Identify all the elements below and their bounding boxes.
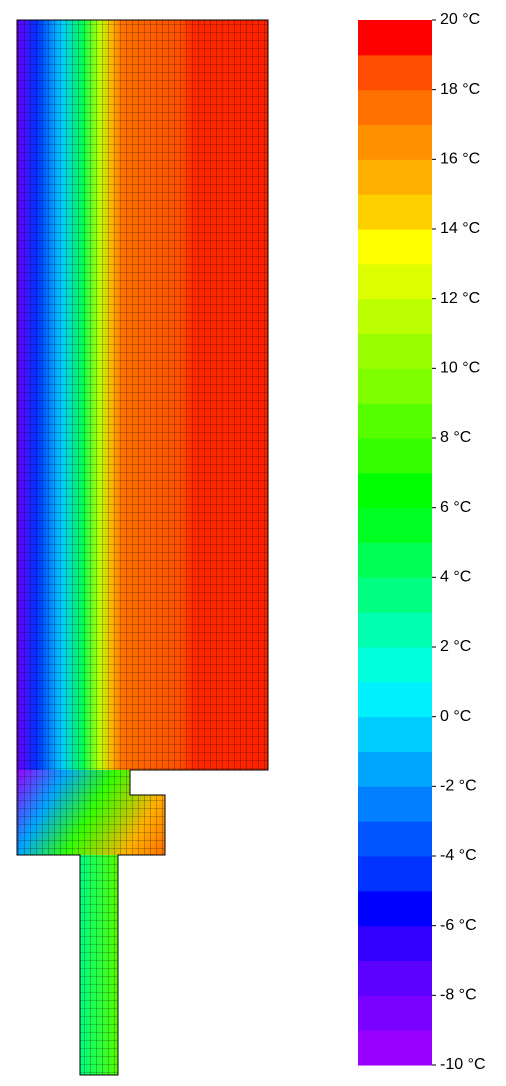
colorbar-band [358,681,432,718]
colorbar-tick-label: 20 °C [440,11,480,28]
colorbar-band [358,124,432,160]
colorbar-tick-label: 2 °C [440,638,471,655]
colorbar-band [358,925,432,961]
colorbar-tick-label: 0 °C [440,708,471,725]
colorbar-band [358,786,432,822]
colorbar-band [358,54,432,91]
colorbar-tick-label: 16 °C [440,151,480,168]
colorbar-tick-label: 18 °C [440,81,480,98]
colorbar-tick-label: 6 °C [440,499,471,516]
colorbar-band [358,298,432,334]
colorbar-tick-label: 14 °C [440,220,480,237]
colorbar-tick-label: -10 °C [440,1056,486,1073]
colorbar-band [358,856,432,892]
colorbar-band [358,890,432,927]
colorbar-tick-label: 10 °C [440,360,480,377]
colorbar-band [358,960,432,996]
colorbar-band [358,995,432,1031]
colorbar-tick-label: -6 °C [440,917,477,934]
colorbar-band [358,751,432,787]
colorbar-band [358,647,432,683]
colorbar-band [358,263,432,300]
temperature-field [16,19,269,1076]
colorbar-tick-label: -4 °C [440,847,477,864]
colorbar-tick-label: -8 °C [440,987,477,1004]
colorbar-band [358,368,432,404]
colorbar-band [358,20,432,56]
colorbar-band [358,716,432,752]
colorbar-tick-label: 8 °C [440,429,471,446]
colorbar-band [358,194,432,230]
colorbar-tick-label: -2 °C [440,778,477,795]
colorbar-band [358,403,432,439]
colorbar-band [358,821,432,857]
colorbar-band [358,542,432,578]
colorbar-band [358,577,432,613]
colorbar-tick-label: 12 °C [440,290,480,307]
colorbar-band [358,1030,432,1066]
colorbar-band [358,229,432,265]
colorbar-band [358,612,432,648]
colorbar-band [358,438,432,474]
colorbar-band [358,89,432,125]
colorbar-tick-label: 4 °C [440,569,471,586]
colorbar-band [358,472,432,509]
colorbar-band [358,159,432,195]
colorbar-band [358,333,432,369]
colorbar-band [358,507,432,543]
